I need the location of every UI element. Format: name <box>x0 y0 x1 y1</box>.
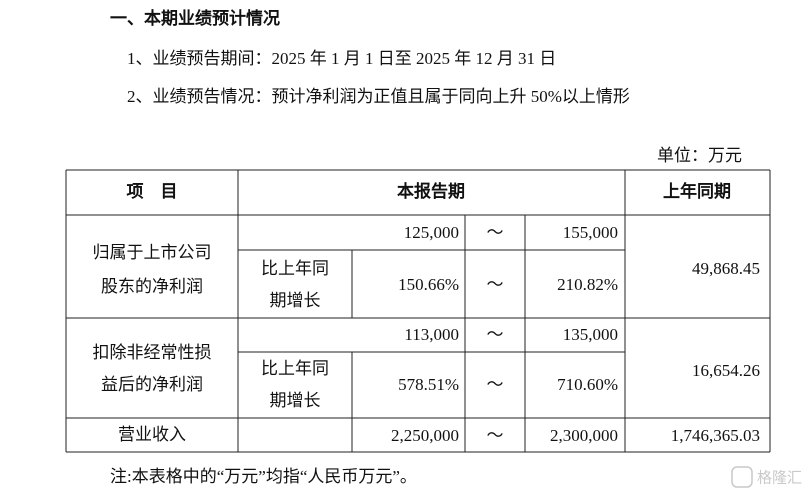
cell: ～ <box>487 426 504 445</box>
cell: ～ <box>487 275 504 294</box>
cell: 210.82% <box>557 275 618 294</box>
row-label: 扣除非经常性损 <box>93 343 212 362</box>
cell: 比上年同 <box>261 259 329 278</box>
section-title: 一、本期业绩预计情况 <box>110 8 280 28</box>
cell: ～ <box>487 325 504 344</box>
cell: 49,868.45 <box>692 259 760 278</box>
watermark-text: 格隆汇 <box>757 469 802 487</box>
cell: 期增长 <box>270 291 321 310</box>
table-header: 项 目 <box>127 182 178 201</box>
cell: 710.60% <box>557 375 618 394</box>
cell: 113,000 <box>404 325 459 344</box>
row-label: 股东的净利润 <box>101 277 203 296</box>
cell: 16,654.26 <box>692 361 760 380</box>
cell: 2,300,000 <box>550 426 618 445</box>
cell: 2,250,000 <box>391 426 459 445</box>
row-label: 营业收入 <box>118 425 186 444</box>
unit: 单位：万元 <box>657 146 742 165</box>
cell: 578.51% <box>398 375 459 394</box>
cell: 150.66% <box>398 275 459 294</box>
table-grid <box>65 169 771 453</box>
table-header: 上年同期 <box>663 181 731 201</box>
cell: 125,000 <box>404 223 459 242</box>
cell: 期增长 <box>270 391 321 410</box>
note: 注:本表格中的“万元”均指“人民币万元”。 <box>110 467 417 486</box>
cell: 135,000 <box>563 325 618 344</box>
cell: ～ <box>487 375 504 394</box>
paragraph: 1、业绩预告期间：2025 年 1 月 1 日至 2025 年 12 月 31 … <box>127 49 556 68</box>
watermark: 格隆汇 <box>731 466 802 488</box>
cell: 155,000 <box>563 223 618 242</box>
paragraph: 2、业绩预告情况：预计净利润为正值且属于同向上升 50%以上情形 <box>127 87 630 106</box>
row-label: 益后的净利润 <box>101 375 203 394</box>
table-header: 本报告期 <box>397 181 465 201</box>
cell: ～ <box>487 223 504 242</box>
cell: 1,746,365.03 <box>671 426 760 445</box>
row-label: 归属于上市公司 <box>93 243 212 262</box>
cell: 比上年同 <box>261 359 329 378</box>
